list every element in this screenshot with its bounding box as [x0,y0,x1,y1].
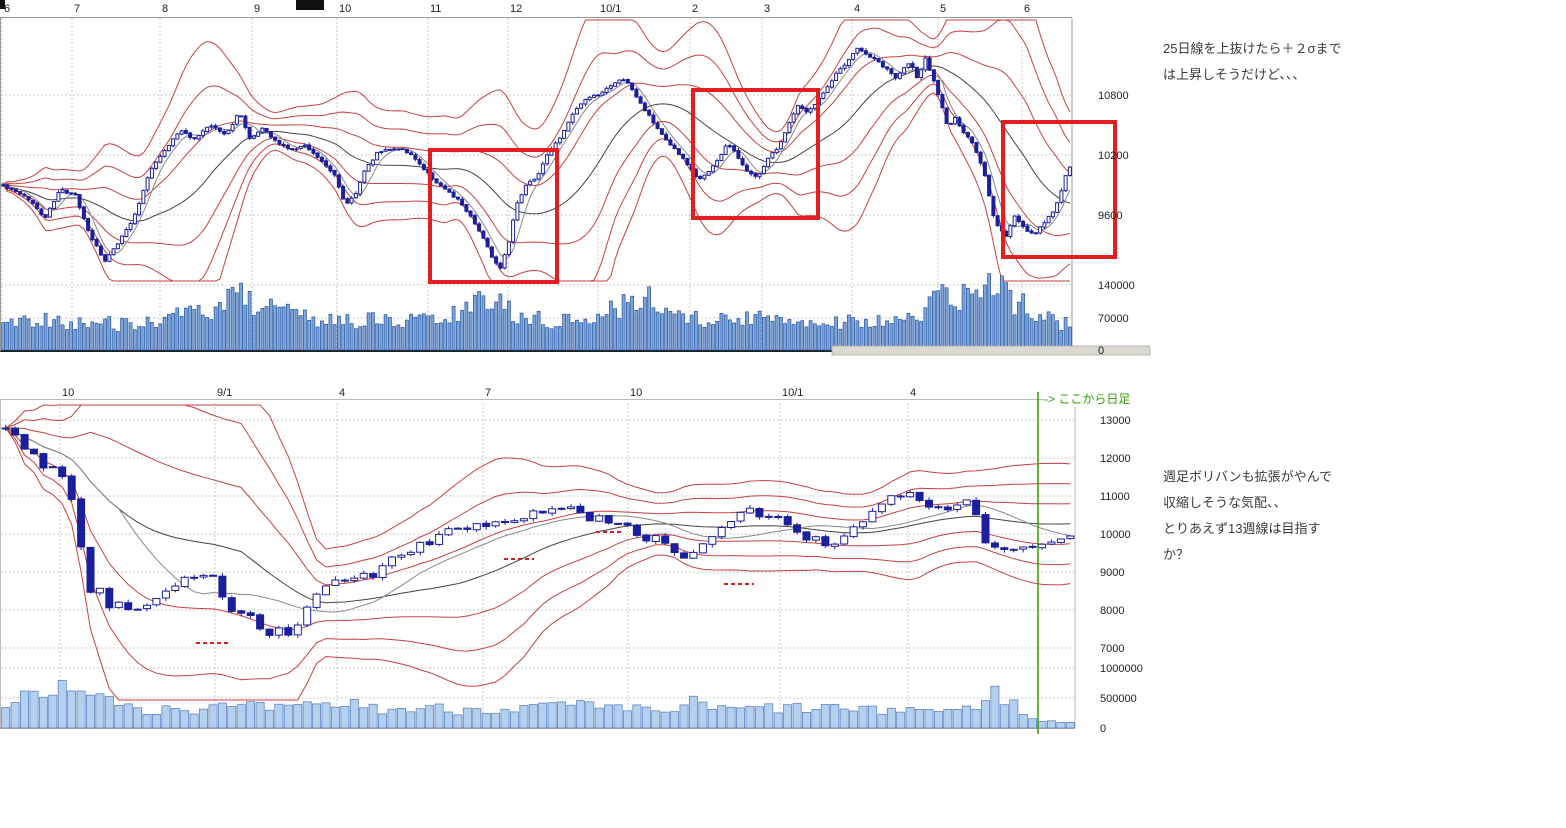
mid-ma-line [2,65,1071,222]
note-bottom-line-1: 週足ボリバンも拡張がやんで [1163,469,1333,484]
svg-text:11: 11 [430,3,441,15]
axis-labels: 6 7 8 9 10 11 12 10/1 2 3 4 5 6 10800 10200 9600 140000 7… [4,3,1135,357]
svg-text:4: 4 [910,387,916,399]
fast-ma-line [5,427,1071,613]
mid-ma-line [5,427,1071,604]
note-bottom-line-3: とりあえず13週線は目指す [1163,521,1321,536]
svg-text:10: 10 [339,3,351,15]
svg-text:10200: 10200 [1098,150,1129,162]
svg-text:140000: 140000 [1098,280,1135,292]
svg-text:7000: 7000 [1100,643,1124,655]
svg-text:3: 3 [764,3,770,15]
svg-text:10000: 10000 [1100,529,1131,541]
highlight-box-3 [1001,120,1117,259]
note-bottom: 週足ボリバンも拡張がやんで 収縮しそうな気配、、 とりあえず13週線は目指す か… [1163,464,1332,568]
svg-text:9600: 9600 [1098,210,1122,222]
svg-text:9000: 9000 [1100,567,1124,579]
weekly-chart: 10 9/1 4 7 10 10/1 4 13000 12000 11000 10000 9000 80… [0,387,1143,735]
svg-text:4: 4 [339,387,345,399]
svg-text:9: 9 [254,3,260,15]
bollinger-bands [2,19,1071,282]
highlight-box-2 [691,88,820,220]
svg-text:6: 6 [4,3,10,15]
svg-text:70000: 70000 [1098,313,1129,325]
svg-text:13000: 13000 [1100,415,1131,427]
svg-text:500000: 500000 [1100,693,1137,705]
gridlines [1,403,1075,728]
volume-bars [1,273,1072,351]
svg-text:2: 2 [692,3,698,15]
note-top: 25日線を上抜けたら＋２σまで は上昇しそうだけど、、、 [1163,36,1341,88]
svg-text:9/1: 9/1 [217,387,232,399]
svg-text:12000: 12000 [1100,453,1131,465]
volume-bars [1,680,1075,729]
note-bottom-line-2: 収縮しそうな気配、、 [1163,495,1287,510]
note-top-line-2: は上昇しそうだけど、、、 [1163,67,1306,82]
svg-text:6: 6 [1024,3,1030,15]
svg-text:10800: 10800 [1098,90,1129,102]
svg-text:12: 12 [510,3,522,15]
stock-charts-canvas: 6 7 8 9 10 11 12 10/1 2 3 4 5 6 10800 10200 9600 140000 7… [0,0,1151,735]
svg-text:4: 4 [854,3,860,15]
chart-frame [0,17,1073,352]
svg-text:10/1: 10/1 [782,387,803,399]
note-top-line-1: 25日線を上抜けたら＋２σまで [1163,41,1342,56]
svg-text:10: 10 [62,387,74,399]
decoration-rect [0,0,5,9]
candles [1,47,1072,270]
axis-labels: 10 9/1 4 7 10 10/1 4 13000 12000 11000 10000 9000 80… [62,387,1143,735]
svg-text:10/1: 10/1 [600,3,621,15]
bollinger-bands [5,404,1071,701]
svg-text:11000: 11000 [1100,491,1130,503]
note-bottom-line-4: か？ [1163,547,1190,562]
svg-text:0: 0 [1100,723,1106,735]
svg-text:0: 0 [1098,345,1104,357]
svg-text:7: 7 [485,387,491,399]
decoration-rect [831,345,1151,356]
decoration-rect [296,0,324,10]
daily-switch-label: -> ここから日足 [1044,390,1131,407]
svg-text:7: 7 [74,3,80,15]
svg-text:10: 10 [630,387,642,399]
svg-text:5: 5 [940,3,946,15]
svg-text:8: 8 [162,3,168,15]
fast-ma-line [2,52,1071,259]
svg-text:8000: 8000 [1100,605,1124,617]
highlight-box-1 [428,148,559,284]
candles [1,424,1075,639]
svg-text:1000000: 1000000 [1100,663,1143,675]
daily-chart: 6 7 8 9 10 11 12 10/1 2 3 4 5 6 10800 10200 9600 140000 7… [0,0,1151,357]
